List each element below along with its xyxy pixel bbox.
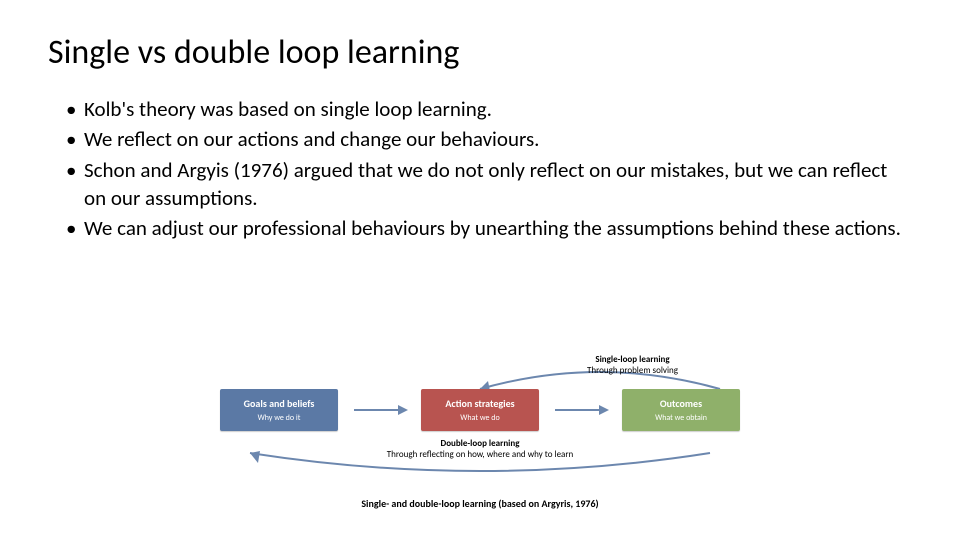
slide-title: Single vs double loop learning	[48, 32, 912, 73]
box-goals: Goals and beliefs Why we do it	[220, 389, 338, 431]
arrow-icon	[553, 404, 609, 416]
bullet-list: Kolb's theory was based on single loop l…	[48, 95, 912, 243]
box-outcomes: Outcomes What we obtain	[622, 389, 740, 431]
double-loop-arc	[240, 449, 720, 479]
box-actions: Action strategies What we do	[421, 389, 539, 431]
diagram: Single-loop learning Through problem sol…	[220, 355, 740, 510]
slide: Single vs double loop learning Kolb's th…	[0, 0, 960, 540]
single-loop-label: Single-loop learning Through problem sol…	[587, 355, 678, 377]
diagram-boxes: Goals and beliefs Why we do it Action st…	[220, 389, 740, 431]
bullet-item: We reflect on our actions and change our…	[66, 125, 912, 153]
bullet-item: Kolb's theory was based on single loop l…	[66, 95, 912, 123]
bullet-item: Schon and Argyis (1976) argued that we d…	[66, 156, 912, 213]
diagram-caption: Single- and double-loop learning (based …	[220, 497, 740, 510]
arrow-icon	[352, 404, 408, 416]
bullet-item: We can adjust our professional behaviour…	[66, 214, 912, 242]
